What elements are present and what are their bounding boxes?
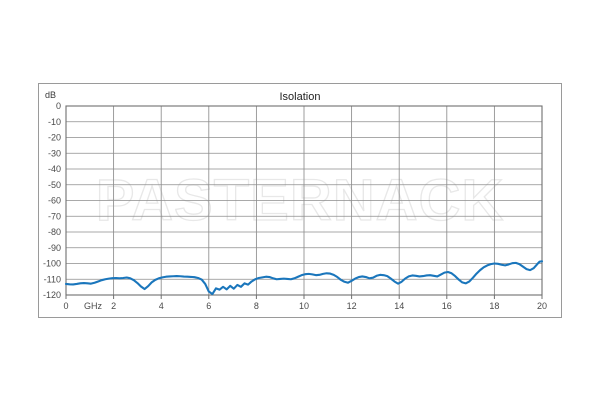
y-tick-label: -60	[48, 196, 61, 206]
y-axis-unit-label: dB	[45, 90, 56, 100]
x-tick-label: 0	[63, 301, 68, 311]
y-tick-label: -70	[48, 211, 61, 221]
y-tick-label: -30	[48, 148, 61, 158]
gridlines-group	[65, 105, 543, 296]
x-tick-label: 14	[394, 301, 404, 311]
y-axis-tick-labels: 0 -10 -20 -30 -40 -50 -60 -70 -80 -90 -100 -110 -120	[43, 101, 61, 300]
plot-area-border	[65, 105, 543, 296]
x-tick-label: 10	[299, 301, 309, 311]
x-axis-tick-labels: 0 2 4 6 8 10 12 14 16 18 20	[63, 301, 547, 311]
x-axis-unit-label: GHz	[84, 301, 103, 311]
chart-frame: PASTERNACK dB Isolation 0 -10 -20 -30 -40 -50…	[38, 83, 562, 318]
series-group	[64, 260, 544, 296]
x-tick-label: 4	[159, 301, 164, 311]
y-tick-label: -50	[48, 180, 61, 190]
x-tick-label: 16	[442, 301, 452, 311]
x-tick-label: 2	[111, 301, 116, 311]
y-tick-label: 0	[56, 101, 61, 111]
x-tick-label: 18	[489, 301, 499, 311]
y-tick-label: -110	[44, 274, 61, 284]
y-tick-label: -20	[48, 133, 61, 143]
series-line-isolation	[64, 260, 544, 296]
chart-title: Isolation	[280, 91, 321, 103]
y-tick-label: -90	[48, 243, 61, 253]
x-tick-label: 6	[206, 301, 211, 311]
y-tick-label: -40	[48, 164, 61, 174]
x-tick-label: 20	[537, 301, 547, 311]
x-tick-label: 12	[347, 301, 357, 311]
y-tick-label: -100	[43, 259, 61, 269]
y-tick-label: -10	[48, 117, 61, 127]
x-tick-label: 8	[254, 301, 259, 311]
y-tick-label: -80	[48, 227, 61, 237]
x-axis-tick-marks	[65, 295, 543, 299]
y-tick-label: -120	[43, 290, 61, 300]
isolation-chart: PASTERNACK dB Isolation 0-10-20-30-40-50…	[43, 90, 547, 311]
